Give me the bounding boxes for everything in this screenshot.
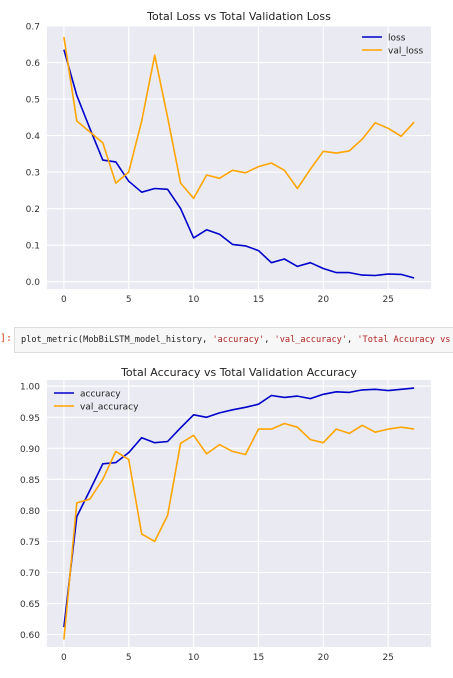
chart-title: Total Accuracy vs Total Validation Accur… — [120, 366, 357, 379]
code-function-call: plot_metric(MobBiLSTM_model_history, — [21, 335, 213, 345]
series-line-accuracy — [63, 387, 415, 628]
y-tick-label: 0.65 — [20, 600, 40, 610]
y-tick-label: 0.3 — [26, 169, 40, 179]
series-line-val-accuracy — [63, 422, 415, 640]
chart-title: Total Loss vs Total Validation Loss — [146, 10, 331, 23]
x-tick-label: 15 — [253, 295, 264, 305]
legend-label: accuracy — [80, 390, 121, 400]
legend-label: val_loss — [388, 47, 424, 57]
y-tick-label: 0.6 — [26, 59, 41, 69]
x-tick-label: 25 — [382, 653, 393, 663]
accuracy-chart: 0.60 0.65 0.70 0.75 0.80 0.85 0.90 0.95 1.00 0 5 10… — [20, 366, 431, 663]
code-separator: , — [264, 335, 275, 345]
x-tick-label: 0 — [61, 653, 67, 663]
loss-chart: 0.0 0.1 0.2 0.3 0.4 0.5 0.6 0.7 0 5 10 15 20 25 Total … — [26, 10, 431, 305]
y-tick-label: 0.75 — [20, 538, 40, 548]
y-tick-label: 0.0 — [26, 278, 41, 288]
y-tick-label: 0.70 — [20, 569, 40, 579]
y-tick-label: 0.4 — [26, 132, 41, 142]
x-tick-label: 10 — [188, 295, 200, 305]
series-line-val-loss — [63, 36, 415, 200]
y-tick-label: 0.90 — [20, 445, 40, 455]
legend-label: val_accuracy — [80, 403, 139, 413]
y-tick-label: 0.2 — [26, 205, 40, 215]
x-tick-label: 5 — [126, 295, 132, 305]
x-tick-label: 25 — [382, 295, 393, 305]
series-line-loss — [63, 49, 415, 279]
code-arg-title: 'Total Accuracy vs Total — [357, 335, 451, 345]
code-input-box[interactable]: plot_metric(MobBiLSTM_model_history, 'ac… — [14, 327, 453, 353]
y-tick-label: 0.5 — [26, 96, 40, 106]
y-tick-label: 0.95 — [20, 414, 40, 424]
plot-area — [47, 26, 431, 289]
y-tick-label: 0.60 — [20, 631, 40, 641]
y-tick-label: 0.1 — [26, 242, 40, 252]
cell-prompt: ]: — [0, 333, 13, 344]
x-tick-label: 0 — [61, 295, 67, 305]
x-tick-label: 10 — [188, 653, 200, 663]
code-arg-val-metric: 'val_accuracy' — [274, 335, 347, 345]
plot-area — [47, 380, 431, 647]
x-tick-label: 20 — [318, 653, 330, 663]
y-tick-label: 0.7 — [26, 23, 40, 33]
code-separator: , — [346, 335, 358, 345]
x-tick-label: 15 — [253, 653, 264, 663]
y-tick-label: 0.80 — [20, 507, 40, 517]
x-tick-label: 20 — [318, 295, 330, 305]
legend-label: loss — [388, 34, 406, 44]
code-cell[interactable]: ]: plot_metric(MobBiLSTM_model_history, … — [0, 322, 453, 356]
code-text: plot_metric(MobBiLSTM_model_history, 'ac… — [21, 328, 453, 352]
y-tick-label: 0.85 — [20, 476, 40, 486]
code-arg-metric: 'accuracy' — [212, 335, 265, 345]
x-tick-label: 5 — [126, 653, 132, 663]
y-tick-label: 1.00 — [20, 383, 40, 393]
